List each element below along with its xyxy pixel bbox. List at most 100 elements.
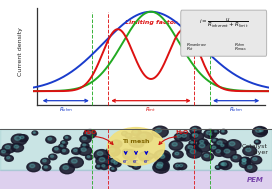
Circle shape: [128, 160, 137, 167]
Circle shape: [176, 164, 179, 167]
Circle shape: [0, 149, 10, 156]
Circle shape: [46, 136, 56, 143]
Circle shape: [80, 135, 91, 143]
Circle shape: [192, 128, 197, 131]
Circle shape: [231, 154, 242, 162]
Circle shape: [208, 133, 214, 137]
Circle shape: [254, 140, 260, 144]
Circle shape: [51, 155, 54, 157]
Circle shape: [60, 164, 74, 174]
Text: $R_{ct}$: $R_{ct}$: [187, 46, 194, 53]
Circle shape: [109, 158, 120, 166]
Circle shape: [182, 134, 186, 137]
Circle shape: [32, 131, 38, 135]
Circle shape: [212, 146, 216, 149]
Circle shape: [190, 149, 196, 153]
Text: Limiting factor: Limiting factor: [125, 20, 177, 25]
Circle shape: [5, 155, 13, 161]
Circle shape: [111, 140, 122, 148]
Circle shape: [153, 162, 169, 173]
Circle shape: [137, 142, 140, 145]
Circle shape: [129, 162, 133, 164]
Circle shape: [2, 150, 5, 153]
Circle shape: [72, 148, 81, 154]
Circle shape: [204, 129, 217, 138]
Circle shape: [65, 136, 68, 138]
Circle shape: [78, 146, 92, 156]
Circle shape: [160, 155, 165, 158]
Circle shape: [81, 143, 89, 148]
Circle shape: [109, 148, 115, 152]
Circle shape: [124, 150, 126, 152]
Circle shape: [132, 129, 141, 136]
Circle shape: [33, 132, 35, 133]
Circle shape: [61, 141, 67, 145]
Circle shape: [221, 144, 224, 146]
Circle shape: [112, 168, 114, 169]
Circle shape: [95, 164, 103, 169]
Circle shape: [94, 150, 109, 160]
Circle shape: [126, 151, 131, 155]
Circle shape: [112, 161, 121, 167]
Circle shape: [156, 164, 162, 168]
Circle shape: [221, 147, 236, 158]
Circle shape: [132, 163, 140, 169]
Circle shape: [97, 152, 103, 156]
Text: Current density: Current density: [18, 27, 23, 76]
Circle shape: [157, 153, 170, 162]
Circle shape: [190, 142, 193, 143]
Circle shape: [135, 141, 144, 147]
Circle shape: [169, 141, 183, 150]
Circle shape: [224, 149, 230, 153]
Circle shape: [179, 132, 191, 141]
Text: H₂O: H₂O: [83, 130, 96, 135]
Circle shape: [111, 160, 115, 163]
Circle shape: [173, 151, 183, 158]
Circle shape: [122, 132, 128, 136]
Circle shape: [239, 160, 251, 168]
Text: $R_{ohm}$: $R_{ohm}$: [229, 105, 243, 114]
Circle shape: [7, 156, 10, 159]
Circle shape: [248, 166, 252, 169]
Circle shape: [127, 134, 129, 136]
Circle shape: [213, 139, 216, 141]
Circle shape: [242, 161, 246, 164]
Circle shape: [20, 136, 24, 139]
Circle shape: [177, 135, 181, 138]
Circle shape: [206, 131, 211, 135]
Circle shape: [87, 156, 90, 158]
Circle shape: [74, 149, 77, 152]
Text: $i = \dfrac{u}{R_{inherent}+R_{limit}}$: $i = \dfrac{u}{R_{inherent}+R_{limit}}$: [199, 16, 249, 30]
Circle shape: [177, 163, 187, 170]
Bar: [0, 170, 272, 189]
Circle shape: [213, 130, 219, 134]
Circle shape: [174, 133, 186, 141]
Circle shape: [113, 142, 118, 144]
Text: $R_{membrane}$: $R_{membrane}$: [187, 42, 208, 49]
Text: PEM: PEM: [247, 177, 264, 183]
Circle shape: [14, 145, 18, 148]
Circle shape: [72, 159, 77, 163]
Circle shape: [27, 162, 40, 172]
Circle shape: [217, 166, 219, 168]
Circle shape: [179, 164, 183, 167]
Circle shape: [246, 148, 251, 152]
Circle shape: [114, 162, 118, 164]
Circle shape: [226, 140, 241, 150]
Circle shape: [187, 147, 202, 158]
Circle shape: [123, 149, 137, 160]
Circle shape: [190, 132, 204, 141]
Circle shape: [11, 143, 24, 152]
Circle shape: [256, 141, 258, 142]
Circle shape: [134, 130, 137, 133]
Circle shape: [202, 153, 214, 161]
Circle shape: [240, 158, 250, 165]
Circle shape: [148, 154, 154, 158]
Circle shape: [63, 166, 69, 169]
Circle shape: [60, 148, 69, 154]
Circle shape: [11, 134, 27, 145]
Circle shape: [188, 146, 193, 149]
Circle shape: [199, 143, 205, 148]
Circle shape: [30, 164, 35, 168]
Circle shape: [172, 143, 177, 146]
